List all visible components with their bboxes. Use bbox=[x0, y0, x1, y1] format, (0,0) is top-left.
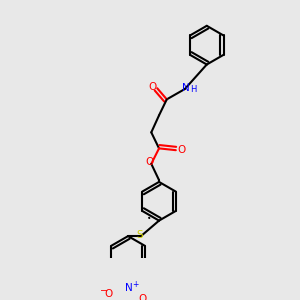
Text: +: + bbox=[132, 280, 138, 290]
Text: −: − bbox=[100, 286, 108, 296]
Text: O: O bbox=[148, 82, 157, 92]
Text: S: S bbox=[136, 230, 143, 240]
Text: O: O bbox=[139, 294, 147, 300]
Text: N: N bbox=[125, 283, 133, 293]
Text: O: O bbox=[177, 145, 186, 155]
Text: N: N bbox=[182, 83, 190, 93]
Text: O: O bbox=[145, 157, 153, 167]
Text: H: H bbox=[190, 85, 196, 94]
Text: O: O bbox=[104, 289, 112, 299]
